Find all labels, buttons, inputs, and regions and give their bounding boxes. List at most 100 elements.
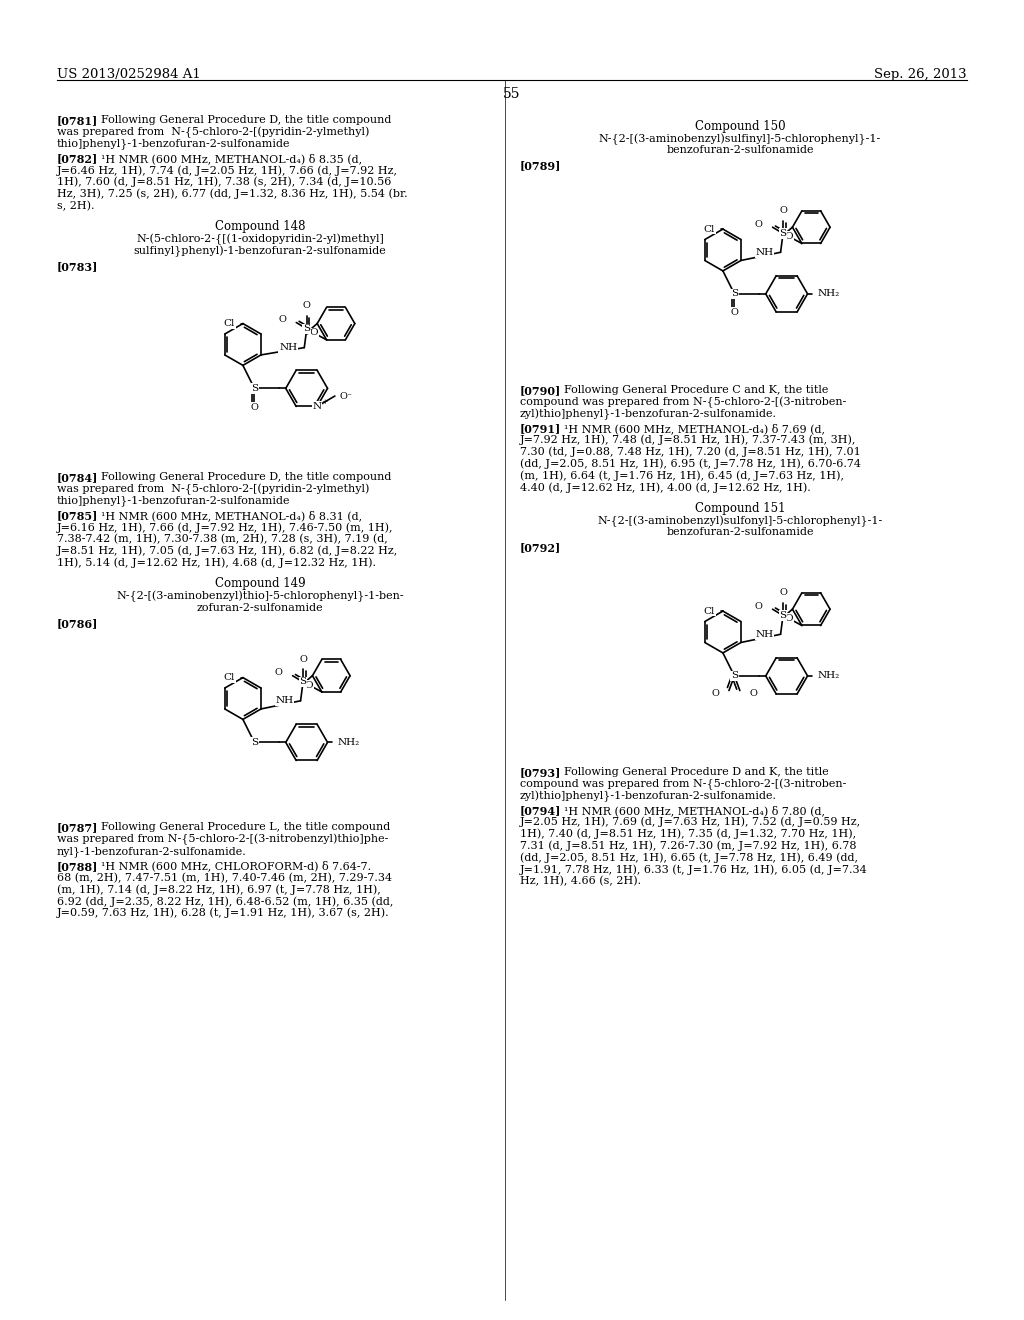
Text: Following General Procedure D, the title compound: Following General Procedure D, the title…	[101, 471, 391, 482]
Text: O: O	[711, 689, 719, 698]
Text: thio]phenyl}-1-benzofuran-2-sulfonamide: thio]phenyl}-1-benzofuran-2-sulfonamide	[57, 495, 291, 507]
Text: Following General Procedure D, the title compound: Following General Procedure D, the title…	[101, 115, 391, 125]
Text: S: S	[779, 611, 786, 620]
Text: (dd, J=2.05, 8.51 Hz, 1H), 6.65 (t, J=7.78 Hz, 1H), 6.49 (dd,: (dd, J=2.05, 8.51 Hz, 1H), 6.65 (t, J=7.…	[520, 853, 858, 863]
Text: 68 (m, 2H), 7.47-7.51 (m, 1H), 7.40-7.46 (m, 2H), 7.29-7.34: 68 (m, 2H), 7.47-7.51 (m, 1H), 7.40-7.46…	[57, 873, 392, 883]
Text: Following General Procedure D and K, the title: Following General Procedure D and K, the…	[564, 767, 828, 776]
Text: O: O	[279, 315, 286, 323]
Text: J=8.51 Hz, 1H), 7.05 (d, J=7.63 Hz, 1H), 6.82 (d, J=8.22 Hz,: J=8.51 Hz, 1H), 7.05 (d, J=7.63 Hz, 1H),…	[57, 545, 398, 556]
Text: S: S	[299, 677, 306, 686]
Text: [0787]: [0787]	[57, 822, 98, 833]
Text: benzofuran-2-sulfonamide: benzofuran-2-sulfonamide	[667, 528, 814, 537]
Text: [0782]: [0782]	[57, 153, 98, 164]
Text: J=6.46 Hz, 1H), 7.74 (d, J=2.05 Hz, 1H), 7.66 (d, J=7.92 Hz,: J=6.46 Hz, 1H), 7.74 (d, J=2.05 Hz, 1H),…	[57, 165, 398, 176]
Text: Cl: Cl	[703, 224, 715, 234]
Text: N-{2-[(3-aminobenzyl)sulfonyl]-5-chlorophenyl}-1-: N-{2-[(3-aminobenzyl)sulfonyl]-5-chlorop…	[597, 516, 883, 527]
Text: J=2.05 Hz, 1H), 7.69 (d, J=7.63 Hz, 1H), 7.52 (d, J=0.59 Hz,: J=2.05 Hz, 1H), 7.69 (d, J=7.63 Hz, 1H),…	[520, 817, 861, 828]
Text: benzofuran-2-sulfonamide: benzofuran-2-sulfonamide	[667, 145, 814, 156]
Text: Following General Procedure L, the title compound: Following General Procedure L, the title…	[101, 822, 390, 832]
Text: O⁻: O⁻	[340, 392, 353, 400]
Text: S: S	[251, 384, 258, 393]
Text: N-(5-chloro-2-{[(1-oxidopyridin-2-yl)methyl]: N-(5-chloro-2-{[(1-oxidopyridin-2-yl)met…	[136, 234, 384, 246]
Text: S: S	[779, 228, 786, 238]
Text: NH₂: NH₂	[817, 672, 840, 680]
Text: J=7.92 Hz, 1H), 7.48 (d, J=8.51 Hz, 1H), 7.37-7.43 (m, 3H),: J=7.92 Hz, 1H), 7.48 (d, J=8.51 Hz, 1H),…	[520, 434, 856, 445]
Text: [0793]: [0793]	[520, 767, 561, 777]
Text: 1H), 7.40 (d, J=8.51 Hz, 1H), 7.35 (d, J=1.32, 7.70 Hz, 1H),: 1H), 7.40 (d, J=8.51 Hz, 1H), 7.35 (d, J…	[520, 829, 856, 840]
Text: NH: NH	[275, 696, 294, 705]
Text: NH₂: NH₂	[338, 738, 359, 747]
Text: ¹H NMR (600 MHz, METHANOL-d₄) δ 8.35 (d,: ¹H NMR (600 MHz, METHANOL-d₄) δ 8.35 (d,	[101, 153, 362, 164]
Text: Following General Procedure C and K, the title: Following General Procedure C and K, the…	[564, 384, 828, 395]
Text: J=0.59, 7.63 Hz, 1H), 6.28 (t, J=1.91 Hz, 1H), 3.67 (s, 2H).: J=0.59, 7.63 Hz, 1H), 6.28 (t, J=1.91 Hz…	[57, 908, 389, 919]
Text: [0794]: [0794]	[520, 805, 561, 816]
Text: thio]phenyl}-1-benzofuran-2-sulfonamide: thio]phenyl}-1-benzofuran-2-sulfonamide	[57, 139, 291, 149]
Text: [0788]: [0788]	[57, 861, 98, 871]
Text: ¹H NMR (600 MHz, CHLOROFORM-d) δ 7.64-7.: ¹H NMR (600 MHz, CHLOROFORM-d) δ 7.64-7.	[101, 861, 371, 871]
Text: Sep. 26, 2013: Sep. 26, 2013	[874, 69, 967, 81]
Text: Cl: Cl	[703, 607, 715, 615]
Text: O: O	[779, 589, 787, 597]
Text: (m, 1H), 6.64 (t, J=1.76 Hz, 1H), 6.45 (d, J=7.63 Hz, 1H),: (m, 1H), 6.64 (t, J=1.76 Hz, 1H), 6.45 (…	[520, 470, 844, 480]
Text: zyl)thio]phenyl}-1-benzofuran-2-sulfonamide.: zyl)thio]phenyl}-1-benzofuran-2-sulfonam…	[520, 408, 777, 420]
Text: was prepared from N-{5-chloro-2-[(3-nitrobenzyl)thio]phe-: was prepared from N-{5-chloro-2-[(3-nitr…	[57, 834, 388, 845]
Text: O: O	[779, 206, 787, 215]
Text: NH: NH	[756, 248, 773, 257]
Text: [0786]: [0786]	[57, 618, 98, 628]
Text: [0784]: [0784]	[57, 471, 98, 483]
Text: O: O	[784, 614, 794, 623]
Text: O: O	[274, 668, 283, 677]
Text: O: O	[750, 689, 758, 698]
Text: ¹H NMR (600 MHz, METHANOL-d₄) δ 8.31 (d,: ¹H NMR (600 MHz, METHANOL-d₄) δ 8.31 (d,	[101, 511, 362, 521]
Text: [0790]: [0790]	[520, 384, 561, 396]
Text: J=6.16 Hz, 1H), 7.66 (d, J=7.92 Hz, 1H), 7.46-7.50 (m, 1H),: J=6.16 Hz, 1H), 7.66 (d, J=7.92 Hz, 1H),…	[57, 521, 393, 532]
Text: s, 2H).: s, 2H).	[57, 201, 94, 211]
Text: O: O	[251, 403, 258, 412]
Text: zyl)thio]phenyl}-1-benzofuran-2-sulfonamide.: zyl)thio]phenyl}-1-benzofuran-2-sulfonam…	[520, 791, 777, 801]
Text: O: O	[755, 602, 763, 611]
Text: Cl: Cl	[223, 673, 234, 682]
Text: S: S	[251, 738, 258, 747]
Text: S: S	[731, 672, 738, 680]
Text: Compound 149: Compound 149	[215, 577, 305, 590]
Text: (dd, J=2.05, 8.51 Hz, 1H), 6.95 (t, J=7.78 Hz, 1H), 6.70-6.74: (dd, J=2.05, 8.51 Hz, 1H), 6.95 (t, J=7.…	[520, 458, 861, 469]
Text: 6.92 (dd, J=2.35, 8.22 Hz, 1H), 6.48-6.52 (m, 1H), 6.35 (dd,: 6.92 (dd, J=2.35, 8.22 Hz, 1H), 6.48-6.5…	[57, 896, 393, 907]
Text: O: O	[755, 219, 763, 228]
Text: S: S	[303, 325, 310, 333]
Text: 55: 55	[503, 87, 521, 102]
Text: ¹H NMR (600 MHz, METHANOL-d₄) δ 7.80 (d,: ¹H NMR (600 MHz, METHANOL-d₄) δ 7.80 (d,	[564, 805, 825, 816]
Text: compound was prepared from N-{5-chloro-2-[(3-nitroben-: compound was prepared from N-{5-chloro-2…	[520, 779, 847, 789]
Text: was prepared from  N-{5-chloro-2-[(pyridin-2-ylmethyl): was prepared from N-{5-chloro-2-[(pyridi…	[57, 127, 370, 139]
Text: S: S	[731, 289, 738, 298]
Text: NH: NH	[280, 343, 297, 352]
Text: O: O	[303, 301, 310, 310]
Text: 1H), 7.60 (d, J=8.51 Hz, 1H), 7.38 (s, 2H), 7.34 (d, J=10.56: 1H), 7.60 (d, J=8.51 Hz, 1H), 7.38 (s, 2…	[57, 177, 391, 187]
Text: 7.31 (d, J=8.51 Hz, 1H), 7.26-7.30 (m, J=7.92 Hz, 1H), 6.78: 7.31 (d, J=8.51 Hz, 1H), 7.26-7.30 (m, J…	[520, 841, 856, 851]
Text: O: O	[309, 329, 318, 338]
Text: Hz, 3H), 7.25 (s, 2H), 6.77 (dd, J=1.32, 8.36 Hz, 1H), 5.54 (br.: Hz, 3H), 7.25 (s, 2H), 6.77 (dd, J=1.32,…	[57, 189, 408, 199]
Text: O: O	[299, 655, 307, 664]
Text: was prepared from  N-{5-chloro-2-[(pyridin-2-ylmethyl): was prepared from N-{5-chloro-2-[(pyridi…	[57, 483, 370, 495]
Text: [0789]: [0789]	[520, 160, 561, 172]
Text: N: N	[312, 403, 322, 411]
Text: N-{2-[(3-aminobenzyl)sulfinyl]-5-chlorophenyl}-1-: N-{2-[(3-aminobenzyl)sulfinyl]-5-chlorop…	[599, 133, 881, 145]
Text: N-{2-[(3-aminobenzyl)thio]-5-chlorophenyl}-1-ben-: N-{2-[(3-aminobenzyl)thio]-5-chloropheny…	[116, 591, 403, 602]
Text: +: +	[321, 399, 328, 407]
Text: Compound 151: Compound 151	[694, 502, 785, 515]
Text: nyl}-1-benzofuran-2-sulfonamide.: nyl}-1-benzofuran-2-sulfonamide.	[57, 846, 247, 857]
Text: [0783]: [0783]	[57, 260, 98, 272]
Text: Compound 150: Compound 150	[694, 120, 785, 133]
Text: [0785]: [0785]	[57, 511, 98, 521]
Text: compound was prepared from N-{5-chloro-2-[(3-nitroben-: compound was prepared from N-{5-chloro-2…	[520, 396, 847, 408]
Text: NH: NH	[756, 630, 773, 639]
Text: 4.40 (d, J=12.62 Hz, 1H), 4.00 (d, J=12.62 Hz, 1H).: 4.40 (d, J=12.62 Hz, 1H), 4.00 (d, J=12.…	[520, 482, 811, 492]
Text: zofuran-2-sulfonamide: zofuran-2-sulfonamide	[197, 603, 324, 612]
Text: sulfinyl}phenyl)-1-benzofuran-2-sulfonamide: sulfinyl}phenyl)-1-benzofuran-2-sulfonam…	[133, 246, 386, 257]
Text: O: O	[784, 232, 794, 242]
Text: 7.30 (td, J=0.88, 7.48 Hz, 1H), 7.20 (d, J=8.51 Hz, 1H), 7.01: 7.30 (td, J=0.88, 7.48 Hz, 1H), 7.20 (d,…	[520, 446, 861, 457]
Text: NH₂: NH₂	[817, 289, 840, 298]
Text: US 2013/0252984 A1: US 2013/0252984 A1	[57, 69, 201, 81]
Text: O: O	[730, 308, 738, 317]
Text: [0792]: [0792]	[520, 543, 561, 553]
Text: J=1.91, 7.78 Hz, 1H), 6.33 (t, J=1.76 Hz, 1H), 6.05 (d, J=7.34: J=1.91, 7.78 Hz, 1H), 6.33 (t, J=1.76 Hz…	[520, 865, 867, 875]
